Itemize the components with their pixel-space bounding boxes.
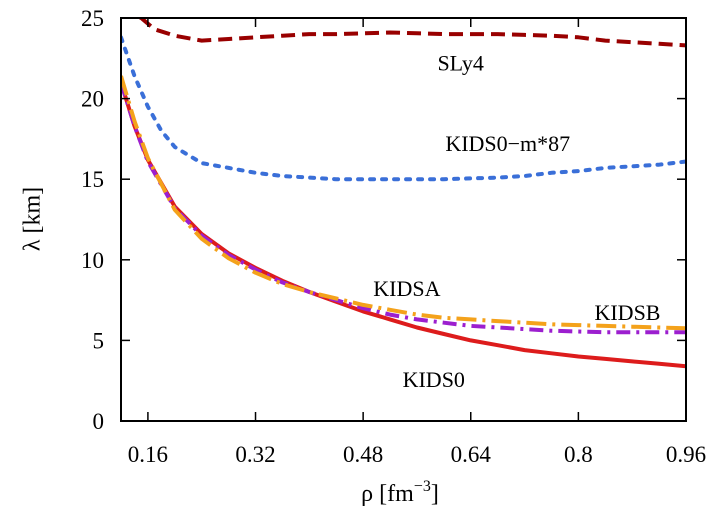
y-tick-label: 15 bbox=[81, 167, 104, 192]
x-tick-label: 0.16 bbox=[128, 442, 168, 467]
series-label: SLy4 bbox=[437, 50, 483, 75]
x-tick-label: 0.64 bbox=[451, 442, 492, 467]
series-line-kidsa bbox=[121, 81, 686, 335]
x-axis-label-close: ] bbox=[431, 481, 439, 507]
series-line-kids0 bbox=[121, 81, 686, 369]
x-axis-label-main: ρ [fm bbox=[361, 481, 414, 507]
y-tick-label: 10 bbox=[81, 248, 104, 273]
y-tick-label: 5 bbox=[93, 328, 105, 353]
x-axis-label: ρ [fm−3] bbox=[361, 478, 439, 507]
series-label: KIDSA bbox=[373, 276, 440, 301]
series-line-kidsb bbox=[121, 75, 686, 331]
x-tick-label: 0.8 bbox=[564, 442, 593, 467]
series-layer bbox=[121, 18, 686, 369]
x-tick-label: 0.48 bbox=[343, 442, 383, 467]
series-label: KIDS0 bbox=[403, 367, 465, 392]
x-axis-label-exponent: −3 bbox=[414, 478, 431, 495]
plot-frame bbox=[120, 17, 687, 422]
x-tick-label: 0.96 bbox=[666, 442, 706, 467]
ticks-layer: 0.16 0.32 0.48 0.64 0.8 0.96 0 5 10 15 20 25 bbox=[81, 6, 706, 467]
y-tick-label: 25 bbox=[81, 6, 104, 31]
series-label: KIDSB bbox=[594, 300, 660, 325]
y-axis-label: λ [km] bbox=[20, 187, 46, 251]
series-label: KIDS0−m*87 bbox=[445, 131, 570, 156]
x-tick-label: 0.32 bbox=[235, 442, 275, 467]
series-line-sly4 bbox=[136, 18, 686, 48]
y-tick-label: 0 bbox=[93, 409, 105, 434]
series-line-kids0-m-87 bbox=[121, 35, 686, 182]
series-labels: SLy4 KIDS0−m*87 KIDSA KIDSB KIDS0 bbox=[373, 50, 660, 392]
y-tick-label: 20 bbox=[81, 87, 104, 112]
